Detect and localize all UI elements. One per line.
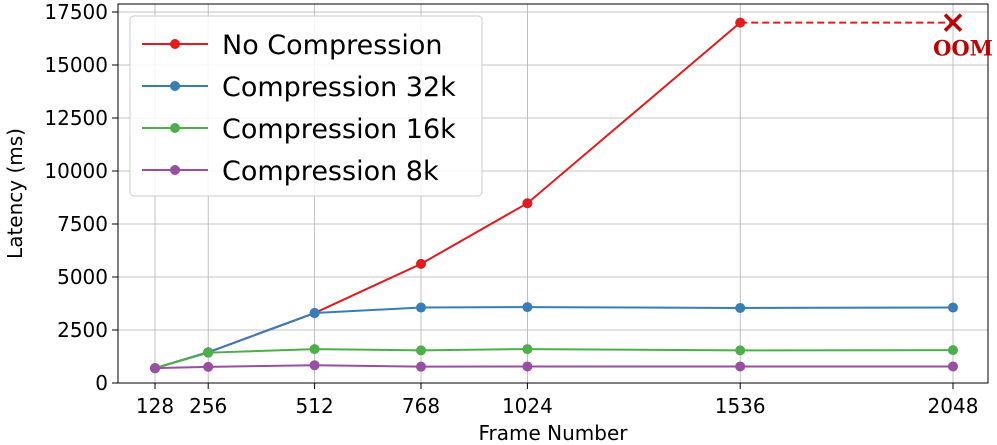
series-point-1 xyxy=(522,302,533,313)
x-tick-label: 256 xyxy=(189,394,227,418)
y-tick-label: 7500 xyxy=(57,212,108,236)
series-point-3 xyxy=(735,361,746,372)
series-point-2 xyxy=(203,347,214,358)
series-point-3 xyxy=(948,361,958,372)
legend-marker-0 xyxy=(170,39,180,49)
y-tick-label: 12500 xyxy=(44,106,108,130)
series-point-2 xyxy=(522,344,533,355)
x-tick-label: 1536 xyxy=(715,394,766,418)
x-tick-label: 2048 xyxy=(928,394,979,418)
plot-area-frame xyxy=(117,3,989,384)
x-tick-label: 512 xyxy=(296,394,334,418)
oom-x-mark xyxy=(943,13,963,32)
series-point-2 xyxy=(735,345,746,356)
series-point-1 xyxy=(309,308,320,319)
series-point-1 xyxy=(416,302,426,313)
series-point-2 xyxy=(948,345,958,356)
series-point-3 xyxy=(522,361,533,372)
oom-annotation: OOM xyxy=(740,13,993,61)
y-tick-label: 15000 xyxy=(44,53,108,77)
legend-label-0: No Compression xyxy=(222,30,443,61)
series-layer xyxy=(150,17,958,374)
legend: No Compression Compression 32k Compression… xyxy=(129,15,483,197)
legend-label-2: Compression 16k xyxy=(222,114,456,145)
y-tick-label: 17500 xyxy=(44,0,108,24)
legend-label-3: Compression 8k xyxy=(222,156,439,187)
series-line-3 xyxy=(154,364,953,370)
legend-marker-2 xyxy=(170,123,180,133)
x-axis-label: Frame Number xyxy=(478,421,628,445)
x-tick-label: 768 xyxy=(402,394,440,418)
y-tick-label: 2500 xyxy=(57,318,108,342)
series-point-3 xyxy=(309,360,320,371)
y-tick-label: 10000 xyxy=(44,159,108,183)
series-point-1 xyxy=(948,302,958,313)
series-point-0 xyxy=(522,198,533,209)
series-point-2 xyxy=(416,345,426,356)
series-point-3 xyxy=(203,361,214,372)
axis-ticks: 128 256 512 768 1024 1536 2048 0 2500 5000 7500 100… xyxy=(44,0,978,418)
series-point-3 xyxy=(150,363,160,374)
y-tick-label: 5000 xyxy=(57,265,108,289)
legend-box xyxy=(129,15,483,197)
series-point-3 xyxy=(416,361,426,372)
legend-marker-3 xyxy=(170,165,180,175)
oom-label: OOM xyxy=(933,36,993,61)
series-line-1 xyxy=(154,306,954,370)
series-point-0 xyxy=(416,258,426,269)
y-tick-label: 0 xyxy=(95,371,108,395)
x-tick-label: 128 xyxy=(136,394,174,418)
legend-marker-1 xyxy=(170,81,180,91)
y-axis-label: Latency (ms) xyxy=(3,128,27,259)
series-point-1 xyxy=(735,302,746,313)
x-tick-label: 1024 xyxy=(502,394,553,418)
series-point-2 xyxy=(309,344,320,355)
legend-label-1: Compression 32k xyxy=(222,72,456,103)
